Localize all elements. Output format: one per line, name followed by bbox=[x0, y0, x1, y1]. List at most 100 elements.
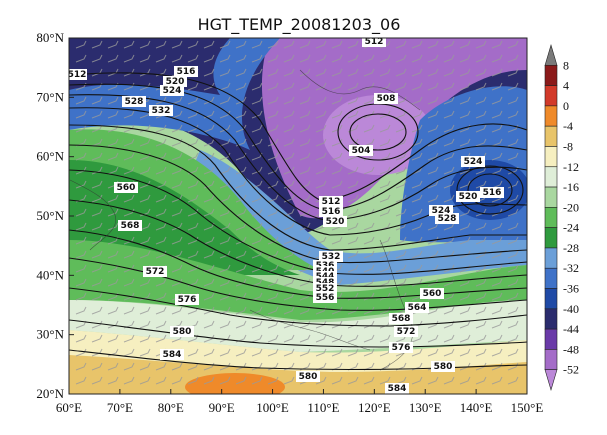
wind-barb bbox=[91, 194, 103, 203]
wind-barb bbox=[283, 166, 295, 175]
wind-barb bbox=[459, 68, 471, 77]
wind-barb bbox=[251, 68, 263, 77]
wind-barb bbox=[219, 292, 231, 301]
wind-barb bbox=[475, 376, 487, 385]
wind-barb bbox=[475, 110, 487, 119]
wind-barb bbox=[459, 222, 471, 231]
wind-barb bbox=[171, 376, 183, 385]
wind-barb bbox=[171, 222, 183, 231]
wind-barb bbox=[187, 82, 199, 91]
wind-barb bbox=[235, 222, 247, 231]
wind-barb bbox=[235, 166, 247, 175]
wind-barb bbox=[459, 208, 471, 217]
wind-barb bbox=[91, 362, 103, 371]
wind-barb bbox=[203, 376, 215, 385]
wind-barb bbox=[107, 96, 119, 105]
wind-barb bbox=[107, 222, 119, 231]
colorbar-label: -20 bbox=[563, 200, 579, 214]
wind-barb bbox=[267, 376, 279, 385]
wind-barb bbox=[395, 124, 407, 133]
wind-barb bbox=[475, 68, 487, 77]
wind-barb bbox=[363, 264, 375, 273]
wind-barb bbox=[251, 334, 263, 343]
wind-barb bbox=[123, 152, 135, 161]
wind-barb bbox=[219, 110, 231, 119]
wind-barb bbox=[491, 348, 503, 357]
contour-label: 516 bbox=[322, 207, 341, 217]
x-tick-label: 140°E bbox=[460, 400, 493, 415]
wind-barb bbox=[427, 124, 439, 133]
wind-barb bbox=[459, 348, 471, 357]
colorbar-swatch bbox=[544, 125, 558, 147]
wind-barb bbox=[219, 348, 231, 357]
colorbar-label: -36 bbox=[563, 282, 579, 296]
wind-barb bbox=[75, 250, 87, 259]
colorbar-swatch bbox=[544, 64, 558, 86]
wind-barb bbox=[139, 138, 151, 147]
wind-barb bbox=[507, 124, 519, 133]
wind-barb bbox=[475, 306, 487, 315]
contour-label: 512 bbox=[365, 37, 384, 47]
wind-barb bbox=[363, 334, 375, 343]
wind-barb bbox=[267, 236, 279, 245]
wind-barb bbox=[91, 376, 103, 385]
contour-label: 508 bbox=[377, 94, 396, 104]
wind-barb bbox=[107, 152, 119, 161]
wind-barb bbox=[379, 138, 391, 147]
wind-barb bbox=[139, 180, 151, 189]
wind-barb bbox=[155, 124, 167, 133]
wind-barb bbox=[443, 124, 455, 133]
wind-barb bbox=[315, 180, 327, 189]
wind-barb bbox=[219, 82, 231, 91]
wind-barb bbox=[299, 222, 311, 231]
contour-label: 524 bbox=[163, 86, 182, 96]
colorbar-swatch bbox=[544, 105, 558, 127]
wind-barb bbox=[347, 96, 359, 105]
wind-barb bbox=[267, 152, 279, 161]
wind-barb bbox=[347, 54, 359, 63]
wind-barb bbox=[267, 166, 279, 175]
wind-barb bbox=[203, 250, 215, 259]
wind-barb bbox=[315, 138, 327, 147]
wind-barb bbox=[411, 208, 423, 217]
wind-barb bbox=[187, 124, 199, 133]
wind-barb bbox=[411, 138, 423, 147]
wind-barb bbox=[139, 82, 151, 91]
wind-barb bbox=[219, 138, 231, 147]
wind-barb bbox=[187, 264, 199, 273]
wind-barb bbox=[427, 166, 439, 175]
wind-barb bbox=[315, 306, 327, 315]
wind-barb bbox=[299, 54, 311, 63]
colorbar-swatch bbox=[544, 186, 558, 208]
wind-barb bbox=[267, 194, 279, 203]
map-area: 512 516 520 524 528 532 508 504 512 516 … bbox=[69, 37, 527, 394]
wind-barb bbox=[251, 362, 263, 371]
wind-barb bbox=[187, 40, 199, 49]
wind-barb bbox=[251, 110, 263, 119]
colorbar-swatch bbox=[544, 166, 558, 188]
wind-barb bbox=[491, 40, 503, 49]
wind-barb bbox=[491, 222, 503, 231]
wind-barb bbox=[267, 348, 279, 357]
wind-barb bbox=[347, 124, 359, 133]
wind-barb bbox=[411, 334, 423, 343]
wind-barb bbox=[427, 138, 439, 147]
wind-barb bbox=[267, 54, 279, 63]
wind-barb bbox=[363, 320, 375, 329]
wind-barb bbox=[203, 236, 215, 245]
wind-barb bbox=[443, 236, 455, 245]
wind-barb bbox=[219, 362, 231, 371]
wind-barb bbox=[411, 110, 423, 119]
x-tick-label: 150°E bbox=[511, 400, 544, 415]
wind-barb bbox=[75, 96, 87, 105]
wind-barb bbox=[203, 152, 215, 161]
wind-barb bbox=[427, 306, 439, 315]
colorbar-label: -32 bbox=[563, 261, 579, 275]
contour-label: 576 bbox=[178, 295, 197, 305]
wind-barb bbox=[331, 152, 343, 161]
wind-barb bbox=[395, 292, 407, 301]
wind-barb bbox=[171, 110, 183, 119]
wind-barb bbox=[235, 236, 247, 245]
wind-barb bbox=[331, 96, 343, 105]
wind-barb bbox=[507, 236, 519, 245]
